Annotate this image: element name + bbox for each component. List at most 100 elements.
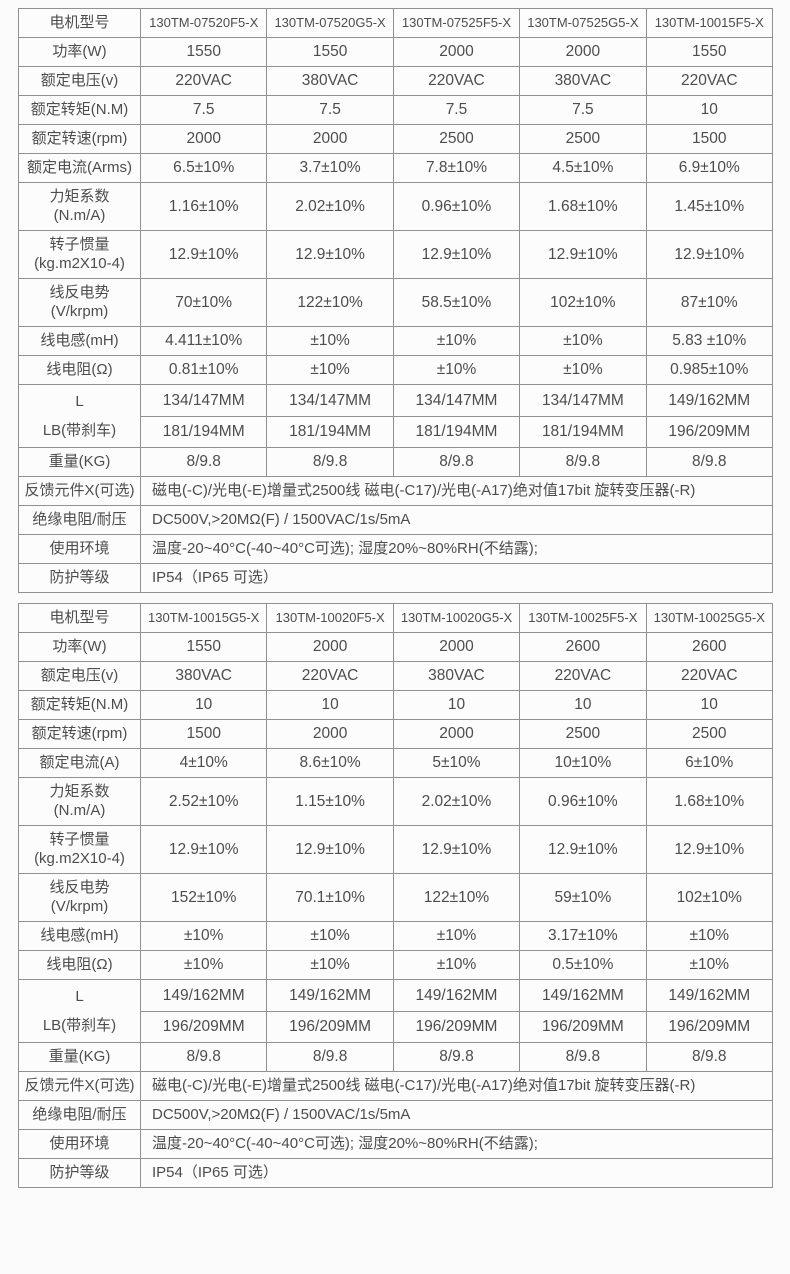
row-label: 绝缘电阻/耐压 bbox=[18, 505, 141, 535]
row-label-line: (N.m/A) bbox=[53, 801, 106, 819]
cell-value: 0.5±10% bbox=[519, 950, 647, 980]
model-header: 130TM-07520G5-X bbox=[266, 8, 394, 38]
table-row: 防护等级 IP54（IP65 可选） bbox=[18, 563, 773, 593]
cell-value: ±10% bbox=[392, 921, 521, 951]
row-label: 额定转矩(N.M) bbox=[18, 95, 141, 125]
cell-value: 149/162MM bbox=[266, 979, 394, 1012]
cell-value: 0.96±10% bbox=[519, 777, 647, 826]
row-label-line: LB(带刹车) bbox=[42, 1017, 117, 1034]
cell-value: 12.9±10% bbox=[645, 230, 773, 279]
cell-value: 196/209MM bbox=[392, 1010, 521, 1043]
row-label-line: (N.m/A) bbox=[53, 206, 106, 224]
row-label: 线反电势 (V/krpm) bbox=[18, 278, 141, 327]
table-row: 线反电势 (V/krpm) 70±10% 122±10% 58.5±10% 102±10%… bbox=[18, 278, 773, 327]
motor-spec-table-2: 电机型号 130TM-10015G5-X 130TM-10020F5-X 130TM-… bbox=[18, 603, 773, 1188]
table-row: 力矩系数 (N.m/A) 1.16±10% 2.02±10% 0.96±10% 1.68±… bbox=[18, 182, 773, 231]
cell-value: 12.9±10% bbox=[519, 825, 647, 874]
table-row: 转子惯量 (kg.m2X10-4) 12.9±10% 12.9±10% 12.9±10%… bbox=[18, 825, 773, 874]
cell-value: 152±10% bbox=[139, 873, 268, 922]
cell-value: 5.83 ±10% bbox=[645, 326, 773, 356]
cell-value: 10 bbox=[645, 95, 773, 125]
cell-value: 59±10% bbox=[519, 873, 647, 922]
table-row: 重量(KG) 8/9.8 8/9.8 8/9.8 8/9.8 8/9.8 bbox=[18, 1042, 773, 1072]
cell-value: 8/9.8 bbox=[392, 447, 521, 477]
cell-value: 380VAC bbox=[266, 66, 394, 96]
row-label: 额定电压(v) bbox=[18, 661, 141, 691]
row-label: 绝缘电阻/耐压 bbox=[18, 1100, 141, 1130]
cell-value: 181/194MM bbox=[392, 415, 521, 448]
cell-value: 1500 bbox=[139, 719, 268, 749]
table-row: 线电阻(Ω) ±10% ±10% ±10% 0.5±10% ±10% bbox=[18, 950, 773, 980]
cell-value: 6.9±10% bbox=[645, 153, 773, 183]
cell-value: 磁电(-C)/光电(-E)增量式2500线 磁电(-C17)/光电(-A17)绝… bbox=[140, 1071, 773, 1101]
cell-value: 8/9.8 bbox=[519, 447, 647, 477]
cell-value: 5±10% bbox=[392, 748, 521, 778]
row-label: 转子惯量 (kg.m2X10-4) bbox=[18, 230, 141, 279]
cell-value: 196/209MM bbox=[519, 1010, 647, 1043]
cell-value: 134/147MM bbox=[392, 384, 521, 417]
cell-value: 10 bbox=[266, 690, 394, 720]
cell-value: 2000 bbox=[266, 719, 394, 749]
cell-value: 2000 bbox=[519, 37, 647, 67]
cell-value: 12.9±10% bbox=[392, 825, 521, 874]
row-label-line: (V/krpm) bbox=[50, 897, 109, 915]
cell-value: 8/9.8 bbox=[266, 447, 394, 477]
cell-value: 3.7±10% bbox=[266, 153, 394, 183]
cell-value: 2000 bbox=[266, 124, 394, 154]
cell-value: 149/162MM bbox=[392, 979, 521, 1012]
cell-value: 2.52±10% bbox=[139, 777, 268, 826]
cell-value: 196/209MM bbox=[645, 415, 773, 448]
cell-value: ±10% bbox=[519, 355, 647, 385]
table-row: 额定电流(Arms) 6.5±10% 3.7±10% 7.8±10% 4.5±10% 6.… bbox=[18, 153, 773, 183]
row-label: 反馈元件X(可选) bbox=[18, 1071, 141, 1101]
table-row: 转子惯量 (kg.m2X10-4) 12.9±10% 12.9±10% 12.9±10%… bbox=[18, 230, 773, 279]
table-row: 力矩系数 (N.m/A) 2.52±10% 1.15±10% 2.02±10% 0.96±… bbox=[18, 777, 773, 826]
cell-value: 0.985±10% bbox=[645, 355, 773, 385]
row-label-line: 转子惯量 bbox=[49, 830, 110, 848]
model-header: 130TM-10020F5-X bbox=[266, 603, 394, 633]
table-row: 额定电流(A) 4±10% 8.6±10% 5±10% 10±10% 6±10% bbox=[18, 748, 773, 778]
cell-value: 2600 bbox=[519, 632, 647, 662]
model-header: 130TM-07525G5-X bbox=[519, 8, 647, 38]
row-label-line: (kg.m2X10-4) bbox=[34, 849, 125, 867]
table-row: 防护等级 IP54（IP65 可选） bbox=[18, 1158, 773, 1188]
cell-value: 2000 bbox=[139, 124, 268, 154]
cell-value: 149/162MM bbox=[645, 384, 773, 417]
row-label: 额定电压(v) bbox=[18, 66, 141, 96]
model-header: 130TM-07520F5-X bbox=[139, 8, 268, 38]
cell-value: 380VAC bbox=[392, 661, 521, 691]
table-row: 额定转矩(N.M) 10 10 10 10 10 bbox=[18, 690, 773, 720]
table-row: 重量(KG) 8/9.8 8/9.8 8/9.8 8/9.8 8/9.8 bbox=[18, 447, 773, 477]
cell-value: 7.5 bbox=[139, 95, 268, 125]
cell-value: 1.68±10% bbox=[645, 777, 773, 826]
cell-value: 12.9±10% bbox=[266, 825, 394, 874]
cell-value: 10 bbox=[519, 690, 647, 720]
cell-value: 1.68±10% bbox=[519, 182, 647, 231]
cell-value: 7.8±10% bbox=[392, 153, 521, 183]
model-header: 130TM-07525F5-X bbox=[392, 8, 521, 38]
cell-value: 8/9.8 bbox=[645, 1042, 773, 1072]
table-row: 196/209MM 196/209MM 196/209MM 196/209MM 196/… bbox=[19, 1010, 773, 1043]
table-row: 绝缘电阻/耐压 DC500V,>20MΩ(F) / 1500VAC/1s/5mA bbox=[18, 1100, 773, 1130]
cell-value: 196/209MM bbox=[139, 1010, 268, 1043]
cell-value: 2500 bbox=[519, 719, 647, 749]
cell-value: 10±10% bbox=[519, 748, 647, 778]
cell-value: 181/194MM bbox=[266, 415, 394, 448]
row-label-line: 线反电势 bbox=[49, 283, 110, 301]
cell-value: 0.81±10% bbox=[139, 355, 268, 385]
row-label: 额定电流(Arms) bbox=[18, 153, 141, 183]
cell-value: 4±10% bbox=[139, 748, 268, 778]
cell-value: 7.5 bbox=[519, 95, 647, 125]
cell-value: ±10% bbox=[139, 950, 268, 980]
cell-value: 1500 bbox=[645, 124, 773, 154]
cell-value: 149/162MM bbox=[645, 979, 773, 1012]
cell-value: 149/162MM bbox=[139, 979, 268, 1012]
row-label-line: (V/krpm) bbox=[50, 302, 109, 320]
cell-value: 1550 bbox=[266, 37, 394, 67]
cell-value: 220VAC bbox=[645, 661, 773, 691]
row-label: 额定电流(A) bbox=[18, 748, 141, 778]
cell-value: 12.9±10% bbox=[266, 230, 394, 279]
cell-value: 2000 bbox=[266, 632, 394, 662]
row-label: 防护等级 bbox=[18, 1158, 141, 1188]
row-label: 额定转速(rpm) bbox=[18, 124, 141, 154]
